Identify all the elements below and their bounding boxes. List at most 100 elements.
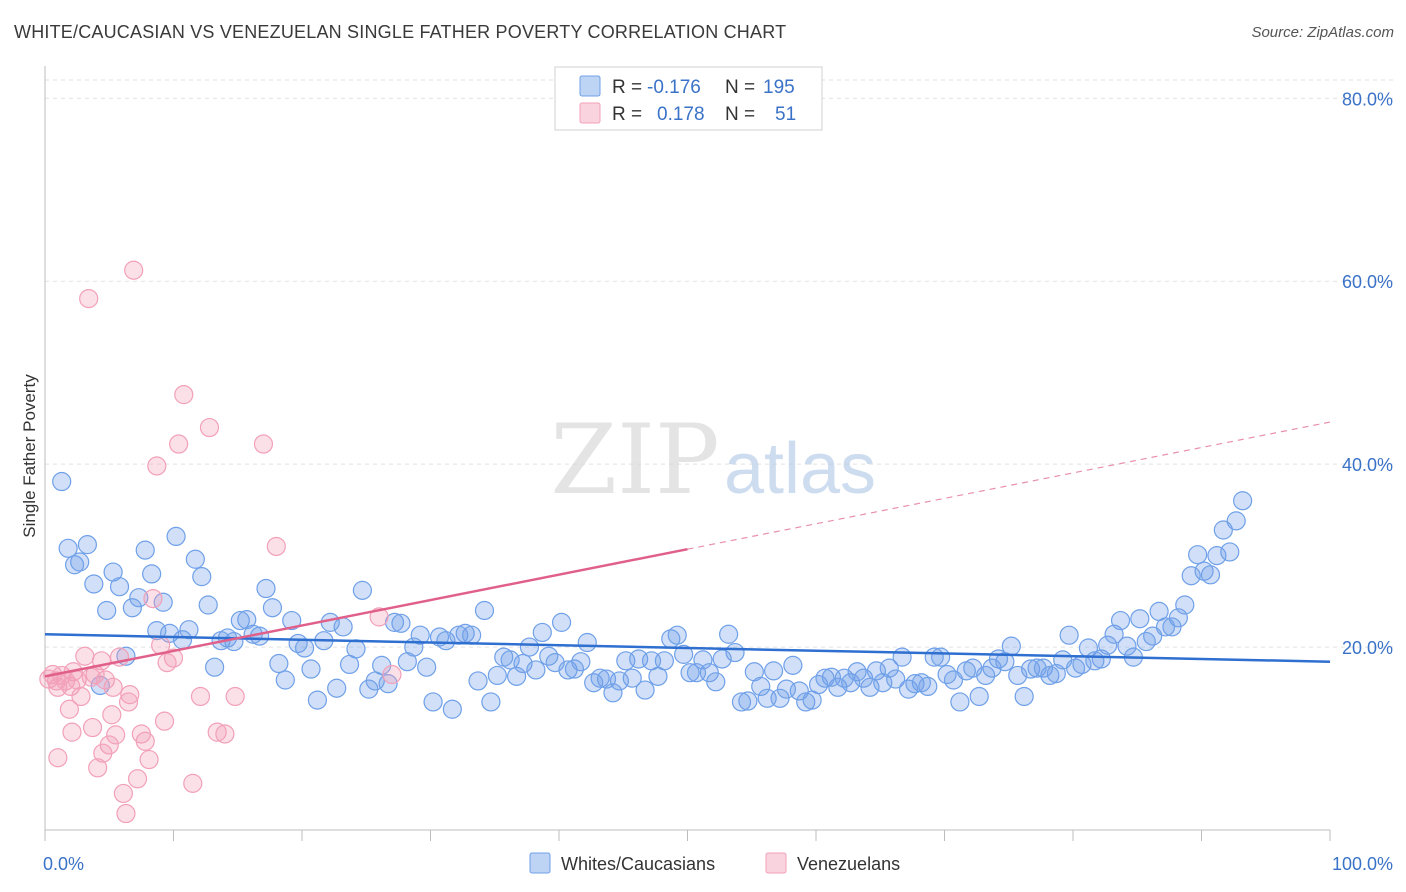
point-whites [135,540,155,560]
point-whites [680,663,700,683]
point-whites [481,692,501,712]
legend-r-label-whites: R = [612,77,642,98]
point-whites [346,639,366,659]
point-venezuelans [215,724,235,744]
point-whites [931,647,951,667]
point-whites [577,632,597,653]
point-whites [301,659,321,679]
point-venezuelans [139,749,159,770]
legend-r-value-venezuelans: 0.178 [657,104,705,125]
point-whites [500,650,520,670]
legend-n-label-whites: N = [725,77,755,98]
point-whites [519,637,540,657]
point-whites [52,471,72,492]
point-venezuelans [102,705,122,725]
point-whites [1130,609,1150,629]
point-whites [179,620,199,640]
legend-bottom-swatch-venezuelans [765,852,787,874]
point-venezuelans [62,722,82,742]
point-whites [129,588,149,608]
point-venezuelans [79,288,99,309]
y-tick-label: 80.0% [1342,89,1393,109]
point-venezuelans [75,646,95,666]
point-whites [122,598,142,618]
legend-swatch-whites [579,75,601,97]
point-whites [70,552,90,572]
point-venezuelans [266,536,286,557]
point-whites [474,600,495,621]
point-whites [391,613,411,633]
point-whites [487,665,507,686]
legend-bottom: Whites/Caucasians Venezuelans [529,852,900,874]
point-venezuelans [124,260,144,280]
point-whites [796,692,816,712]
point-whites [333,617,353,637]
point-venezuelans [382,664,402,685]
point-venezuelans [103,677,123,697]
point-whites [1226,511,1246,531]
point-whites [275,670,295,690]
point-whites [751,676,771,697]
point-whites [142,564,162,584]
point-whites [153,592,173,612]
source-note: Source: ZipAtlas.com [1251,24,1394,41]
point-venezuelans [154,711,175,731]
point-whites [603,683,623,703]
y-tick-label: 60.0% [1342,272,1393,292]
point-whites [738,691,758,711]
point-whites [892,647,912,667]
point-venezuelans [169,434,189,454]
point-whites [256,578,276,599]
y-tick-label: 40.0% [1342,455,1393,475]
point-whites [532,622,552,643]
point-whites [571,652,591,672]
point-whites [1001,636,1021,656]
point-whites [1200,565,1221,585]
point-whites [77,535,98,555]
point-venezuelans [118,692,139,712]
point-whites [635,680,655,700]
point-whites [205,657,225,677]
point-whites [1040,665,1060,686]
point-whites [1220,542,1240,562]
y-tick-label: 20.0% [1342,638,1393,658]
point-venezuelans [174,385,194,405]
legend-r-label-venezuelans: R = [612,104,642,125]
point-venezuelans [147,456,167,476]
point-venezuelans [93,743,113,763]
point-whites [423,692,443,712]
point-whites [1098,635,1118,655]
legend-top: R = -0.176 N = 195 R = 0.178 N = 51 [554,66,823,131]
point-whites [719,624,739,644]
point-whites [950,692,970,712]
trend-line-venezuelans [44,547,688,678]
point-whites [97,600,117,621]
point-venezuelans [82,717,103,738]
point-venezuelans [71,686,91,707]
point-whites [224,631,244,652]
point-whites [763,661,784,681]
legend-bottom-label-whites: Whites/Caucasians [561,854,715,874]
point-whites [282,610,302,631]
point-venezuelans [253,434,274,454]
point-whites [886,669,906,689]
point-venezuelans [163,648,184,668]
tick-labels: 20.0% 40.0% 60.0% 80.0% 0.0% 100.0% [43,89,1393,874]
point-whites [564,659,585,679]
point-whites [1059,625,1079,645]
point-whites [674,644,694,664]
point-whites [262,598,283,618]
legend-swatch-venezuelans [579,102,601,124]
point-whites [468,671,488,691]
trend-line-whites [44,633,1331,663]
watermark-zip: ZIP [550,404,719,516]
point-whites [860,677,880,697]
point-whites [462,625,482,645]
point-whites [706,672,726,692]
point-whites [1014,686,1034,707]
point-whites [269,653,289,674]
point-whites [109,577,130,597]
point-whites [1188,545,1208,565]
point-whites [58,538,78,558]
legend-n-value-whites: 195 [763,77,795,98]
